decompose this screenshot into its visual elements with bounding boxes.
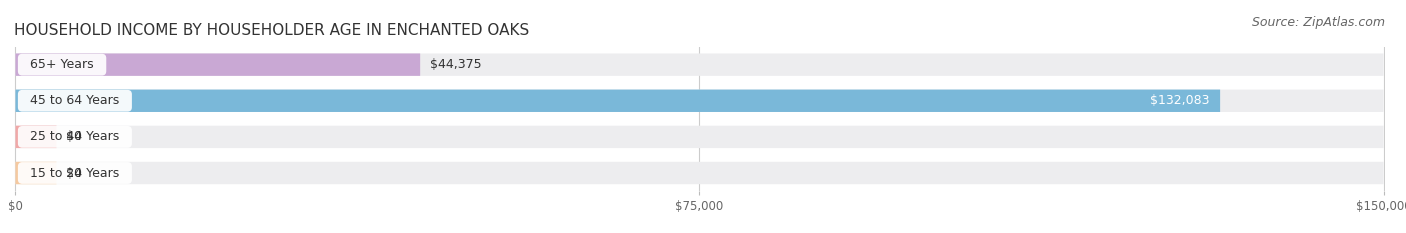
FancyBboxPatch shape [15, 162, 1384, 184]
Text: Source: ZipAtlas.com: Source: ZipAtlas.com [1251, 16, 1385, 29]
Text: 15 to 24 Years: 15 to 24 Years [22, 167, 128, 179]
FancyBboxPatch shape [15, 53, 1384, 76]
FancyBboxPatch shape [15, 162, 56, 184]
FancyBboxPatch shape [15, 126, 56, 148]
Text: $132,083: $132,083 [1150, 94, 1209, 107]
FancyBboxPatch shape [15, 126, 1384, 148]
Text: $0: $0 [66, 130, 82, 143]
Text: 65+ Years: 65+ Years [22, 58, 101, 71]
FancyBboxPatch shape [15, 89, 1220, 112]
Text: HOUSEHOLD INCOME BY HOUSEHOLDER AGE IN ENCHANTED OAKS: HOUSEHOLD INCOME BY HOUSEHOLDER AGE IN E… [14, 24, 529, 38]
Text: 45 to 64 Years: 45 to 64 Years [22, 94, 128, 107]
Text: $0: $0 [66, 167, 82, 179]
Text: 25 to 44 Years: 25 to 44 Years [22, 130, 128, 143]
FancyBboxPatch shape [15, 89, 1384, 112]
Text: $44,375: $44,375 [430, 58, 481, 71]
FancyBboxPatch shape [15, 53, 420, 76]
